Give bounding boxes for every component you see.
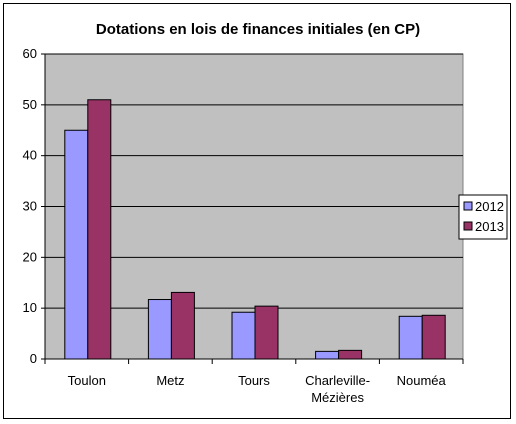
y-tick-label-40: 40 [23,148,37,163]
bar-2012-1 [147,299,172,360]
x-tick-labels: Toulon Metz Tours Charleville- Mézières Noumé… [68,373,447,405]
y-tick-label-60: 60 [23,46,37,61]
bar-2013-1 [170,291,195,360]
x-tick-label-4-0: Nouméa [397,373,447,388]
axes [41,53,464,364]
bar-2012-4 [398,315,423,360]
x-tick-label-2-0: Tours [238,373,270,388]
bar-2013-3 [338,349,363,360]
bar-2012-2 [231,311,256,360]
y-tick-label-30: 30 [23,199,37,214]
legend: 2012 2013 [458,194,508,240]
bar-2013-0 [87,99,112,360]
bar-2013-2 [254,305,279,360]
x-tick-label-1-0: Metz [156,373,184,388]
x-tick-label-0-0: Toulon [68,373,106,388]
y-tick-labels: 0 10 20 30 40 50 60 [23,46,37,366]
legend-swatch-2012 [463,201,473,211]
legend-label-2013: 2013 [475,219,504,234]
x-tick-label-3-0: Charleville- [305,373,370,388]
chart-title: Dotations en lois de finances initiales … [96,21,420,38]
y-tick-label-0: 0 [30,351,37,366]
gridlines [45,53,463,309]
legend-label-2012: 2012 [475,199,504,214]
bars [64,99,446,360]
bar-2012-3 [315,350,340,360]
bar-2013-4 [421,314,446,360]
x-tick-label-3-1: Mézières [311,390,364,405]
bar-2012-0 [64,129,89,360]
y-tick-label-50: 50 [23,97,37,112]
legend-swatch-2013 [463,221,473,231]
y-tick-label-10: 10 [23,300,37,315]
y-tick-label-20: 20 [23,249,37,264]
